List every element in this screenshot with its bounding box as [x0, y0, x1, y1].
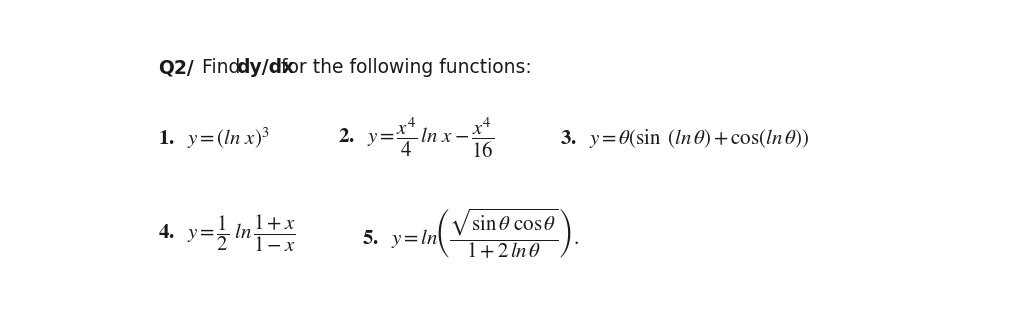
Text: for the following functions:: for the following functions:: [275, 58, 532, 78]
Text: $\mathbf{2.}$  $y = \dfrac{x^4}{4}\,ln\ x - \dfrac{x^4}{16}$: $\mathbf{2.}$ $y = \dfrac{x^4}{4}\,ln\ x…: [338, 116, 494, 160]
Text: $\mathbf{4.}$  $y = \dfrac{1}{2}\ ln\,\dfrac{1+x}{1-x}$: $\mathbf{4.}$ $y = \dfrac{1}{2}\ ln\,\df…: [158, 213, 296, 254]
Text: Find: Find: [196, 58, 247, 78]
Text: $\mathbf{3.}$  $y = \theta(\sin\ (ln\,\theta) + \cos(ln\,\theta))$: $\mathbf{3.}$ $y = \theta(\sin\ (ln\,\th…: [560, 127, 809, 150]
Text: $\mathbf{5.}$  $y = ln\!\left(\dfrac{\sqrt{\sin\theta\ \cos\theta}}{1+2\,ln\,\th: $\mathbf{5.}$ $y = ln\!\left(\dfrac{\sqr…: [362, 206, 579, 260]
Text: $\mathbf{1.}$  $y = (\mathit{ln}\ x)^3$: $\mathbf{1.}$ $y = (\mathit{ln}\ x)^3$: [158, 125, 270, 151]
Text: Q2/: Q2/: [158, 58, 193, 78]
Text: dy/dx: dy/dx: [235, 58, 294, 78]
